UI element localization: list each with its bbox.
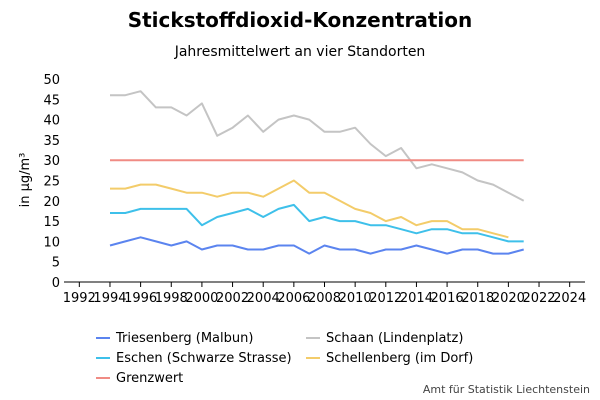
- legend-item: Triesenberg (Malbun): [96, 329, 306, 347]
- y-tick-label: 35: [43, 134, 60, 149]
- x-tick-label: 2020: [492, 291, 525, 306]
- x-tick-label: 2022: [522, 291, 555, 306]
- series-line-schellenberg-im-dorf: [110, 179, 509, 239]
- x-tick-label: 2014: [400, 291, 433, 306]
- legend-item: Grenzwert: [96, 369, 306, 387]
- y-tick-label: 20: [43, 195, 60, 210]
- legend-label: Grenzwert: [116, 370, 184, 386]
- y-tick-label: 40: [43, 114, 60, 129]
- x-tick-label: 2016: [431, 291, 464, 306]
- series-layer: [109, 90, 525, 255]
- legend-label: Schellenberg (im Dorf): [326, 350, 474, 366]
- chart-subtitle: Jahresmittelwert an vier Standorten: [174, 44, 426, 60]
- legend-swatch: [96, 357, 110, 359]
- series-line-schaan-lindenplatz: [110, 90, 525, 202]
- chart-title: Stickstoffdioxid-Konzentration: [127, 8, 473, 32]
- x-tick-label: 2010: [339, 291, 372, 306]
- legend-swatch: [306, 337, 320, 339]
- x-tick-label: 1998: [155, 291, 188, 306]
- legend-swatch: [306, 357, 320, 359]
- x-tick-label: 2004: [247, 291, 280, 306]
- x-tick-label: 1994: [93, 291, 126, 306]
- x-tick-label: 2012: [369, 291, 402, 306]
- legend-label: Eschen (Schwarze Strasse): [116, 350, 292, 366]
- y-tick-label: 10: [43, 235, 60, 250]
- series-line-eschen-schwarze-strasse: [110, 203, 524, 243]
- series-line-triesenberg-malbun: [109, 236, 524, 255]
- legend-item: Eschen (Schwarze Strasse): [96, 349, 306, 367]
- legend-swatch: [96, 337, 110, 339]
- x-tick-label: 2018: [461, 291, 494, 306]
- y-tick-label: 45: [43, 93, 60, 108]
- x-tick-label: 2002: [216, 291, 249, 306]
- legend-label: Triesenberg (Malbun): [116, 330, 254, 346]
- x-tick-label: 2006: [277, 291, 310, 306]
- source-credit: Amt für Statistik Liechtenstein: [422, 383, 590, 396]
- x-tick-label: 2000: [185, 291, 218, 306]
- legend-label: Schaan (Lindenplatz): [326, 330, 464, 346]
- y-tick-label: 50: [43, 73, 60, 88]
- y-tick-label: 30: [43, 154, 60, 169]
- x-tick-label: 2024: [553, 291, 586, 306]
- legend-swatch: [96, 377, 110, 379]
- legend-item: Schellenberg (im Dorf): [306, 349, 516, 367]
- y-tick-label: 25: [43, 175, 60, 190]
- legend-item: Schaan (Lindenplatz): [306, 329, 516, 347]
- chart-axes: 0 5 10 15 20 25 30 35 40 45 50 19921994199619982000…: [43, 73, 586, 306]
- x-tick-label: 2008: [308, 291, 341, 306]
- x-tick-label: 1992: [63, 291, 96, 306]
- y-tick-label: 15: [43, 215, 60, 230]
- x-tick-label: 1996: [124, 291, 157, 306]
- chart-legend: Triesenberg (Malbun) Schaan (Lindenplatz)…: [96, 329, 516, 387]
- y-tick-label: 0: [52, 276, 60, 291]
- y-tick-label: 5: [52, 256, 60, 271]
- y-axis-label: in µg/m³: [18, 153, 33, 208]
